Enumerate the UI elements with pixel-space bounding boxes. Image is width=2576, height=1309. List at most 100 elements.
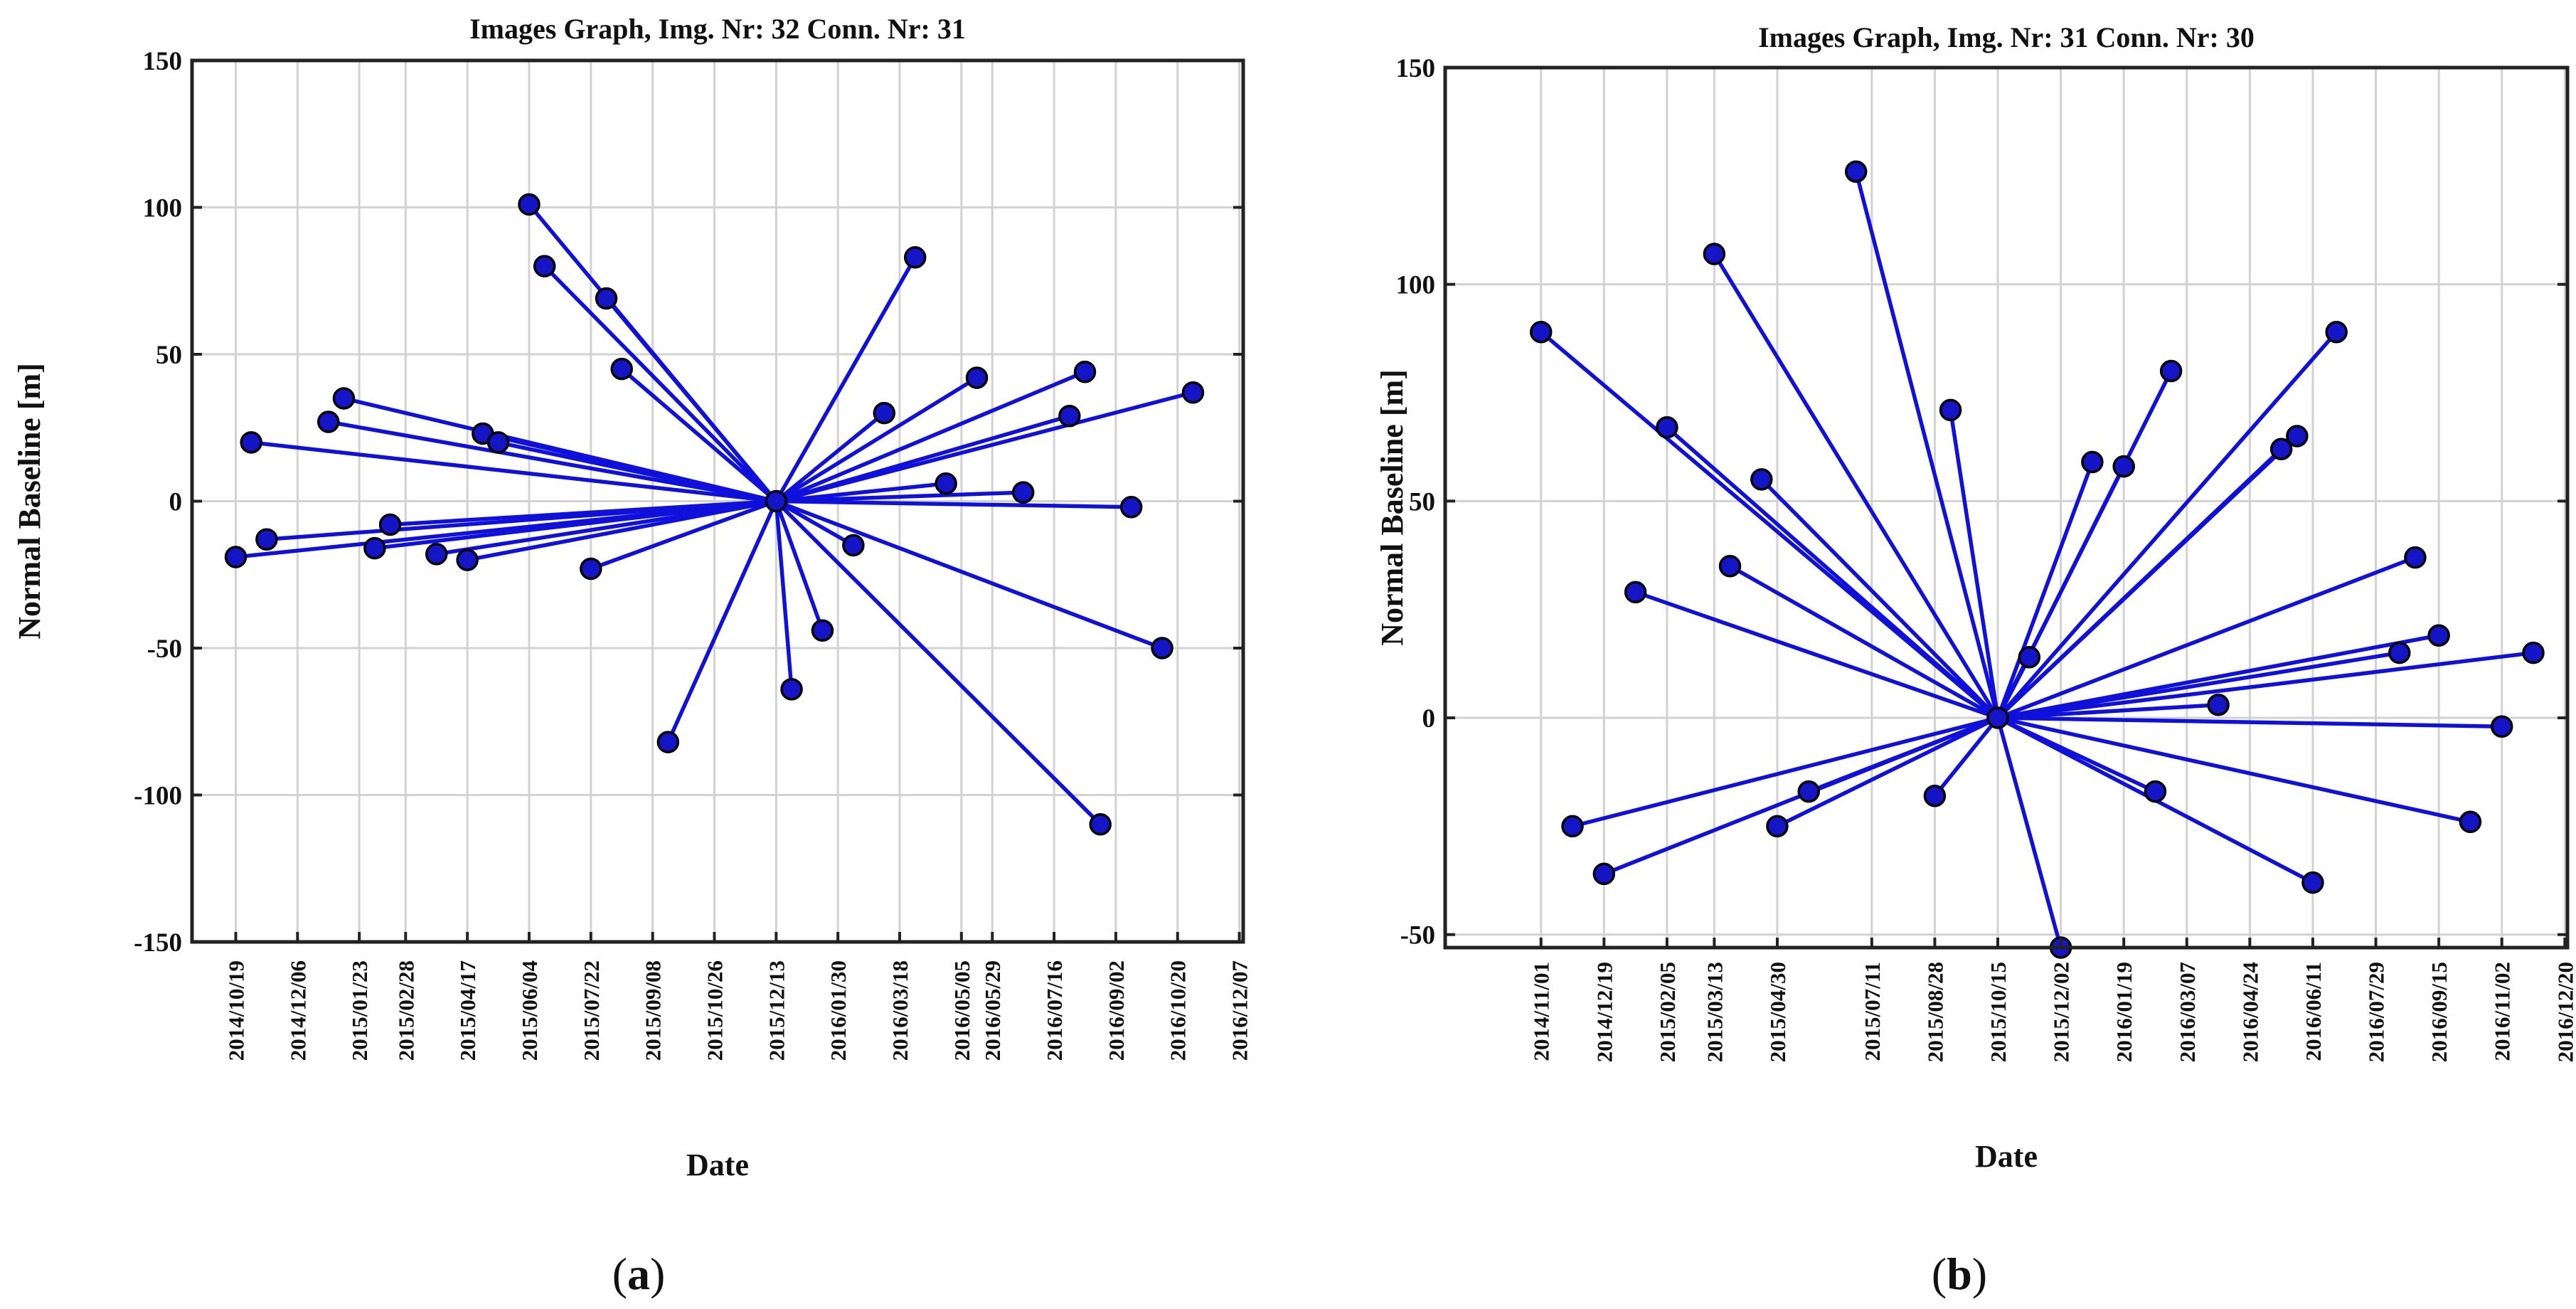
chart-b: -50 0 50 100 150 2014/11/01 2014/12/19 2015/02/… <box>1375 21 2576 1174</box>
y-tick-label: 50 <box>156 341 182 370</box>
image-marker <box>1592 862 1616 886</box>
y-tick-label: 100 <box>1396 271 1436 300</box>
axes-frame <box>1443 65 2570 950</box>
y-tick-label: 150 <box>143 47 183 76</box>
x-tick-label: 2016/07/29 <box>2364 962 2389 1062</box>
connection-line <box>1712 252 2000 720</box>
x-tick-label: 2014/12/19 <box>1592 962 1617 1062</box>
x-tick-label: 2016/07/16 <box>1042 960 1067 1061</box>
image-marker <box>1718 555 1742 578</box>
image-marker <box>2490 715 2513 738</box>
image-marker <box>1011 481 1035 504</box>
connection-line <box>1853 169 2000 720</box>
connection-line <box>774 499 1164 650</box>
x-tick-label: 2016/12/20 <box>2553 962 2576 1062</box>
connection-line <box>1932 716 2000 798</box>
image-marker <box>363 536 386 560</box>
image-marker <box>1766 815 1789 838</box>
image-marker <box>656 731 680 753</box>
image-marker <box>935 472 957 495</box>
image-marker <box>317 410 340 433</box>
x-axis-label: Date <box>1975 1139 2038 1174</box>
connection-line <box>774 499 825 632</box>
x-tick-label: 2015/07/11 <box>1860 962 1885 1061</box>
x-tick-label: 2015/07/22 <box>579 960 604 1061</box>
connection-line <box>1996 716 2504 728</box>
y-axis-label: Normal Baseline [m] <box>12 363 47 640</box>
x-tick-label: 2016/01/19 <box>2112 962 2136 1062</box>
x-axis-label: Date <box>686 1148 749 1182</box>
y-tick-label: -150 <box>134 928 182 958</box>
connection-line <box>1996 434 2299 720</box>
x-tick-label: 2016/06/11 <box>2301 962 2326 1061</box>
connection-line <box>1996 460 2095 720</box>
x-tick-label: 2015/12/02 <box>2049 962 2074 1062</box>
image-marker <box>2404 546 2427 569</box>
connection-line <box>1996 716 2473 825</box>
connection-line <box>774 410 887 504</box>
x-tick-label: 2015/01/23 <box>347 960 372 1061</box>
connection-line <box>1996 650 2535 720</box>
connection-line <box>388 499 779 527</box>
image-marker <box>2427 624 2450 647</box>
connection-line <box>774 499 794 691</box>
connection-line <box>774 490 1026 504</box>
image-marker <box>2286 425 2309 447</box>
y-tick-label: -100 <box>134 782 182 811</box>
chart-title: Images Graph, Img. Nr: 32 Conn. Nr: 31 <box>469 13 966 45</box>
image-marker <box>2207 694 2230 716</box>
image-marker <box>903 245 927 269</box>
image-marker <box>332 387 356 410</box>
x-tick-label: 2015/09/08 <box>641 960 666 1061</box>
connection-line <box>1996 555 2417 720</box>
image-marker <box>873 401 896 425</box>
image-marker <box>780 678 803 701</box>
y-tick-label: 0 <box>169 488 183 517</box>
hub-marker <box>1986 706 2009 729</box>
image-marker <box>610 357 633 381</box>
connection-line <box>1996 633 2441 720</box>
x-tick-label: 2016/01/30 <box>826 960 851 1061</box>
connection-line <box>774 255 917 504</box>
connection-line <box>774 390 1196 504</box>
connection-line <box>774 499 1102 827</box>
x-tick-label: 2016/05/29 <box>980 960 1005 1061</box>
x-tick-label: 2016/03/07 <box>2175 962 2200 1062</box>
connection-line <box>1760 477 2000 720</box>
x-tick-label: 2015/04/17 <box>455 960 480 1061</box>
x-tick-label: 2016/09/15 <box>2427 962 2452 1062</box>
image-marker <box>1181 381 1205 404</box>
connection-line <box>465 499 779 562</box>
image-marker <box>2269 438 2293 460</box>
y-tick-label: -50 <box>1400 921 1435 950</box>
image-marker <box>1089 813 1112 836</box>
hub-marker <box>765 489 788 513</box>
image-marker <box>1624 581 1647 604</box>
image-marker <box>456 548 479 571</box>
x-tick-label: 2016/03/18 <box>888 960 912 1061</box>
connection-line <box>1775 716 2000 829</box>
x-tick-label: 2015/02/28 <box>393 960 418 1061</box>
image-marker <box>1529 320 1553 344</box>
image-marker <box>2144 780 2167 803</box>
y-axis-label: Normal Baseline [m] <box>1375 369 1410 646</box>
image-marker <box>533 255 556 277</box>
image-marker <box>1656 416 1678 439</box>
y-tick-label: -50 <box>147 635 182 664</box>
image-marker <box>2301 871 2324 894</box>
connection-line <box>774 376 979 504</box>
connection-line <box>589 499 779 571</box>
x-tick-label: 2015/06/04 <box>517 960 542 1061</box>
x-tick-label: 2015/10/15 <box>1986 962 2011 1062</box>
image-marker <box>1073 361 1097 383</box>
image-marker <box>518 193 541 216</box>
image-marker <box>1923 784 1947 807</box>
y-tick-label: 0 <box>1422 704 1436 733</box>
x-tick-label: 2015/03/13 <box>1702 962 1727 1062</box>
image-marker <box>255 528 278 551</box>
connection-line <box>604 296 779 504</box>
connection-line <box>774 370 1087 504</box>
y-tick-label: 100 <box>143 194 183 223</box>
image-marker <box>811 619 834 642</box>
